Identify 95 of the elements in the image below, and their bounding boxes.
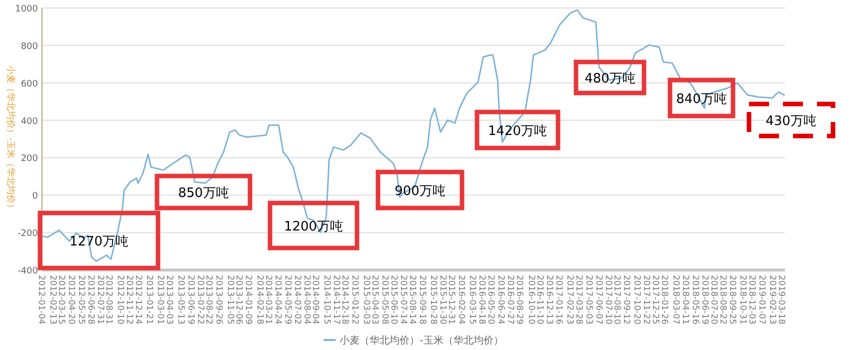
- x-tick-label: 2015-04-03: [370, 275, 380, 324]
- x-tick-label: 2015-09-18: [416, 275, 427, 324]
- x-tick-label: 2013-06-19: [186, 275, 196, 324]
- x-tick-label: 2016-11-10: [534, 275, 545, 324]
- x-tick-label: 2014-12-18: [340, 275, 350, 324]
- annotation: 1420万吨: [488, 124, 548, 139]
- x-tick-label: 2014-05-29: [282, 275, 293, 324]
- x-tick-label: 2016-05-20: [486, 275, 496, 324]
- x-tick-label: 2017-08-10: [612, 275, 622, 324]
- x-tick-label: 2017-06-07: [594, 275, 604, 324]
- x-tick-label: 2017-10-20: [632, 275, 642, 324]
- x-tick-label: 2017-05-03: [584, 275, 594, 324]
- x-tick-label: 2012-11-12: [124, 275, 134, 324]
- x-tick-label: 2014-02-18: [254, 275, 264, 324]
- x-tick-label: 2013-08-22: [204, 275, 214, 324]
- y-tick-label: 600: [20, 79, 38, 90]
- annotation: 900万吨: [394, 184, 446, 199]
- x-tick-label: 2013-07-22: [195, 275, 206, 324]
- annotation: 480万吨: [584, 72, 636, 86]
- x-tick-label: 2015-07-14: [398, 275, 408, 324]
- x-tick-label: 2017-12-25: [650, 275, 660, 324]
- x-tick-label: 2012-08-31: [104, 275, 114, 324]
- x-tick-label: 2015-01-22: [350, 275, 360, 324]
- x-tick-label: 2015-03-03: [360, 275, 371, 324]
- x-tick-label: 2018-09-25: [727, 275, 738, 324]
- x-tick-label: 2017-09-12: [620, 275, 631, 324]
- x-tick-label: 2016-02-04: [456, 275, 466, 324]
- y-tick-label: 1000: [15, 4, 38, 14]
- x-tick-label: 2016-12-13: [544, 275, 554, 324]
- x-tick-label: 2015-12-31: [446, 275, 456, 324]
- y-tick-label: 800: [20, 42, 38, 52]
- x-tick-label: 2017-02-23: [564, 275, 574, 324]
- annotation: 1270万吨: [69, 234, 129, 250]
- annotation: 850万吨: [178, 186, 229, 201]
- x-tick-label: 2014-10-15: [322, 275, 332, 324]
- x-tick-label: 2013-11-05: [224, 275, 235, 324]
- x-tick-label: 2014-08-04: [301, 275, 312, 324]
- x-tick-label: 2018-03-07: [670, 275, 680, 324]
- x-tick-label: 2013-04-03: [164, 275, 174, 324]
- x-tick-label: 2015-11-30: [437, 275, 448, 324]
- x-tick-label: 2012-04-20: [66, 275, 76, 324]
- x-tick-label: 2016-04-18: [476, 275, 487, 324]
- x-tick-label: 2017-03-28: [574, 275, 584, 324]
- annotation: 430万吨: [766, 114, 816, 129]
- x-tick-label: 2016-08-29: [514, 275, 524, 324]
- x-tick-label: 2012-12-14: [133, 275, 144, 324]
- x-tick-label: 2013-01-21: [144, 275, 154, 324]
- x-tick-label: 2015-10-28: [428, 275, 438, 324]
- x-tick-label: 2015-05-08: [379, 275, 390, 324]
- x-tick-label: 2019-01-07: [756, 275, 766, 324]
- x-tick-label: 2016-03-15: [467, 275, 478, 324]
- y-tick-label: -400: [18, 266, 38, 276]
- y-axis-title: 小麦（华北均价）-玉米（华北均价）: [5, 65, 16, 213]
- x-tick-label: 2012-03-15: [56, 275, 66, 324]
- x-tick-label: 2014-11-17: [330, 275, 341, 324]
- x-tick-label: 2012-07-31: [94, 275, 105, 324]
- x-tick-label: 2016-10-10: [526, 275, 536, 324]
- x-tick-label: 2015-08-14: [406, 275, 417, 324]
- x-tick-label: 2018-08-22: [718, 275, 728, 324]
- legend-label: 小麦（华北均价）-玉米（华北均价）: [340, 334, 504, 346]
- x-tick-label: 2018-05-16: [690, 275, 700, 324]
- x-tick-label: 2019-02-13: [766, 275, 777, 324]
- x-tick-label: 2018-12-03: [746, 275, 757, 324]
- x-tick-label: 2014-03-21: [263, 275, 274, 324]
- x-tick-label: 2018-01-26: [659, 275, 670, 324]
- x-tick-label: 2014-07-02: [292, 275, 302, 324]
- x-tick-label: 2015-06-10: [388, 275, 399, 324]
- x-tick-label: 2012-01-04: [36, 275, 46, 324]
- y-tick-label: -200: [18, 229, 38, 240]
- y-tick-label: 200: [20, 154, 38, 164]
- x-tick-label: 2019-03-18: [776, 275, 786, 324]
- x-tick-label: 2016-07-27: [504, 275, 515, 324]
- x-tick-label: 2017-07-10: [602, 275, 613, 324]
- x-tick-label: 2013-03-01: [154, 275, 165, 324]
- x-tick-label: 2014-09-04: [310, 275, 320, 324]
- x-tick-label: 2012-06-28: [86, 275, 96, 324]
- x-tick-label: 2017-01-16: [554, 275, 564, 324]
- annotation: 840万吨: [676, 92, 727, 107]
- annotation: 1200万吨: [284, 220, 344, 234]
- x-tick-label: 2018-06-19: [700, 275, 710, 324]
- x-tick-label: 2018-07-20: [708, 275, 718, 324]
- x-tick-label: 2018-04-11: [680, 275, 690, 324]
- x-tick-label: 2018-10-31: [737, 275, 748, 324]
- x-tick-label: 2013-05-13: [175, 275, 186, 324]
- x-tick-label: 2012-05-25: [76, 275, 86, 324]
- x-tick-label: 2012-02-13: [47, 275, 58, 324]
- x-tick-label: 2012-10-10: [114, 275, 125, 324]
- x-tick-label: 2016-06-24: [496, 275, 506, 324]
- y-tick-label: 0: [32, 192, 38, 202]
- x-tick-label: 2013-12-06: [234, 275, 244, 324]
- x-tick-label: 2014-01-09: [243, 275, 254, 324]
- x-tick-label: 2014-04-24: [272, 275, 283, 324]
- y-tick-label: 400: [20, 116, 38, 127]
- x-tick-label: 2017-11-22: [640, 275, 651, 324]
- x-tick-label: 2013-09-26: [214, 275, 224, 324]
